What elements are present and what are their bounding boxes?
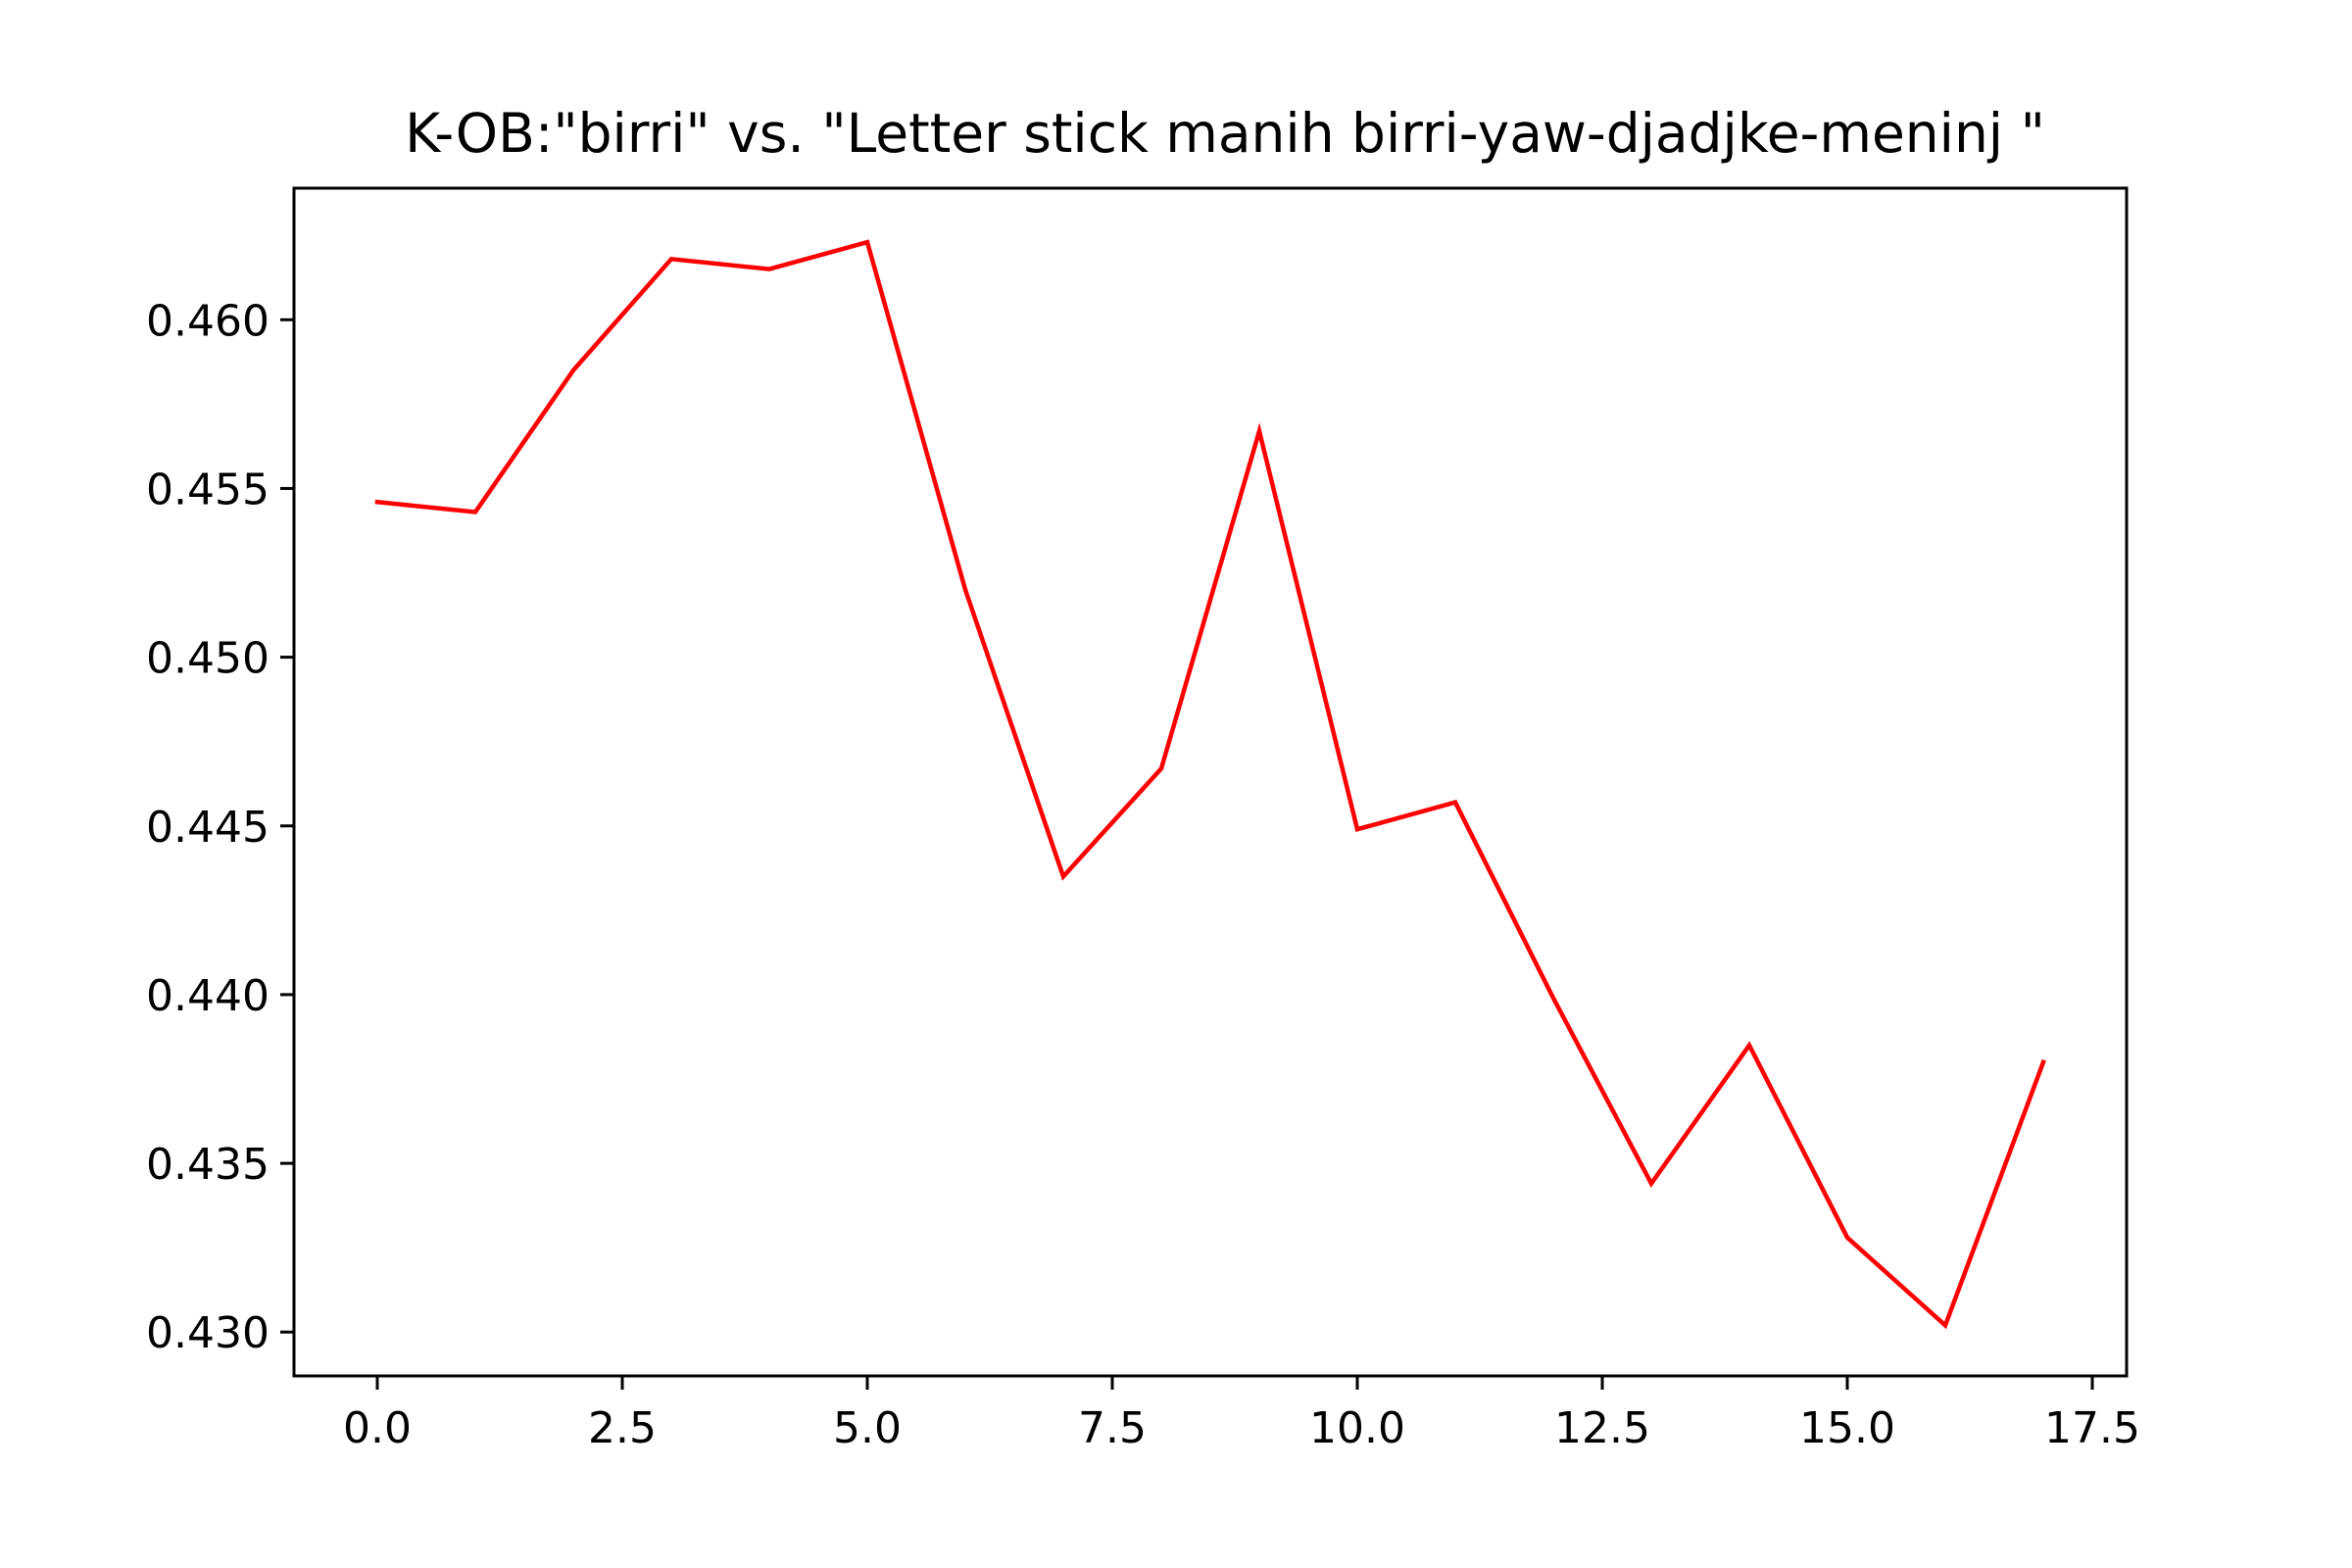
series-line bbox=[374, 239, 2046, 1330]
y-tick-label: 0.455 bbox=[146, 465, 270, 514]
y-tick-label: 0.435 bbox=[146, 1140, 270, 1190]
x-tick-label: 10.0 bbox=[1309, 1403, 1405, 1453]
x-axis: 0.0 2.5 5.0 7.5 10.0 12.5 15.0 17.5 bbox=[343, 1376, 2140, 1453]
y-tick-label: 0.440 bbox=[146, 971, 270, 1021]
plot-area bbox=[374, 239, 2046, 1330]
y-tick-label: 0.450 bbox=[146, 634, 270, 684]
x-tick-label: 0.0 bbox=[343, 1403, 412, 1453]
axes-frame bbox=[292, 186, 2129, 1378]
y-axis: 0.430 0.435 0.440 0.445 0.450 0.455 0.460 bbox=[146, 296, 294, 1358]
x-tick-label: 17.5 bbox=[2044, 1403, 2140, 1453]
chart-title: K-OB:"birri" vs. "Letter stick manih bir… bbox=[405, 102, 2045, 165]
y-tick-label: 0.460 bbox=[146, 296, 270, 346]
x-tick-label: 15.0 bbox=[1799, 1403, 1895, 1453]
x-tick-label: 5.0 bbox=[833, 1403, 902, 1453]
x-tick-label: 12.5 bbox=[1554, 1403, 1650, 1453]
y-tick-label: 0.445 bbox=[146, 803, 270, 853]
x-tick-label: 7.5 bbox=[1078, 1403, 1147, 1453]
x-tick-label: 2.5 bbox=[588, 1403, 657, 1453]
y-tick-label: 0.430 bbox=[146, 1308, 270, 1358]
